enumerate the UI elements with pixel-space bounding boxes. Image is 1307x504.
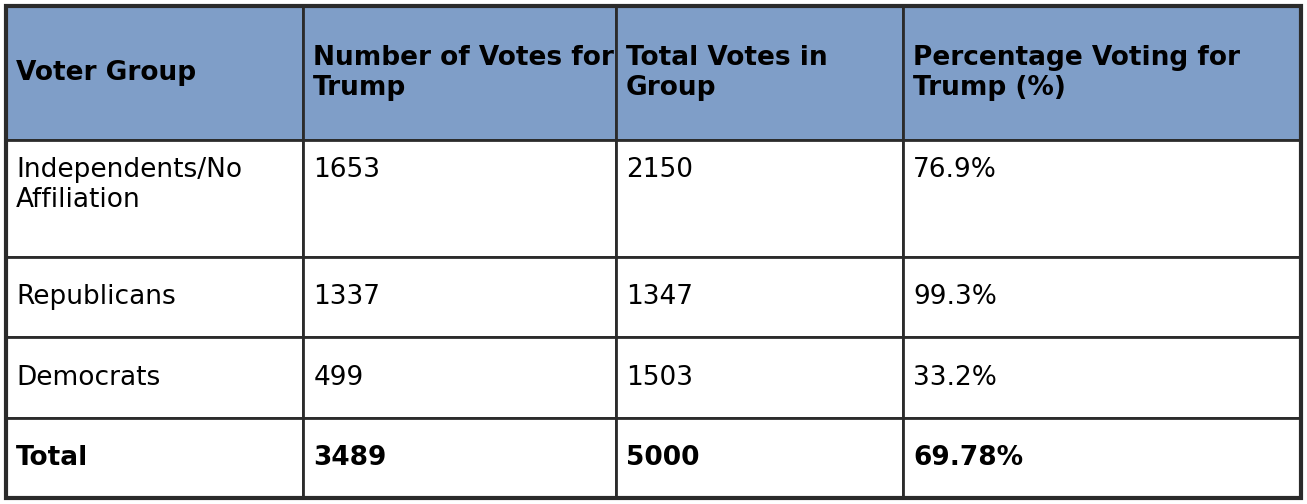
- Text: Democrats: Democrats: [16, 364, 161, 391]
- Bar: [903, 418, 1300, 498]
- Bar: [903, 257, 1300, 337]
- Bar: [903, 337, 1300, 418]
- Text: 3489: 3489: [314, 445, 387, 471]
- Text: Percentage Voting for
Trump (%): Percentage Voting for Trump (%): [912, 45, 1240, 101]
- Text: 1653: 1653: [314, 157, 380, 183]
- Text: 99.3%: 99.3%: [912, 284, 997, 310]
- Bar: [7, 140, 303, 257]
- Bar: [616, 140, 903, 257]
- Text: 69.78%: 69.78%: [912, 445, 1023, 471]
- Text: 499: 499: [314, 364, 363, 391]
- Bar: [903, 140, 1300, 257]
- Text: 76.9%: 76.9%: [912, 157, 997, 183]
- Bar: [616, 337, 903, 418]
- Text: Republicans: Republicans: [16, 284, 175, 310]
- Bar: [303, 418, 616, 498]
- Bar: [7, 6, 303, 140]
- Text: 1503: 1503: [626, 364, 693, 391]
- Text: 1337: 1337: [314, 284, 380, 310]
- Text: Total Votes in
Group: Total Votes in Group: [626, 45, 827, 101]
- Bar: [7, 257, 303, 337]
- Text: 33.2%: 33.2%: [912, 364, 997, 391]
- Text: Number of Votes for
Trump: Number of Votes for Trump: [314, 45, 614, 101]
- Bar: [303, 6, 616, 140]
- Text: Voter Group: Voter Group: [16, 60, 196, 86]
- Text: 5000: 5000: [626, 445, 699, 471]
- Bar: [303, 140, 616, 257]
- Bar: [616, 418, 903, 498]
- Bar: [616, 257, 903, 337]
- Text: Independents/No
Affiliation: Independents/No Affiliation: [16, 157, 242, 214]
- Text: 2150: 2150: [626, 157, 693, 183]
- Bar: [903, 6, 1300, 140]
- Text: Total: Total: [16, 445, 89, 471]
- Bar: [7, 418, 303, 498]
- Bar: [7, 337, 303, 418]
- Bar: [616, 6, 903, 140]
- Text: 1347: 1347: [626, 284, 693, 310]
- Bar: [303, 337, 616, 418]
- Bar: [303, 257, 616, 337]
